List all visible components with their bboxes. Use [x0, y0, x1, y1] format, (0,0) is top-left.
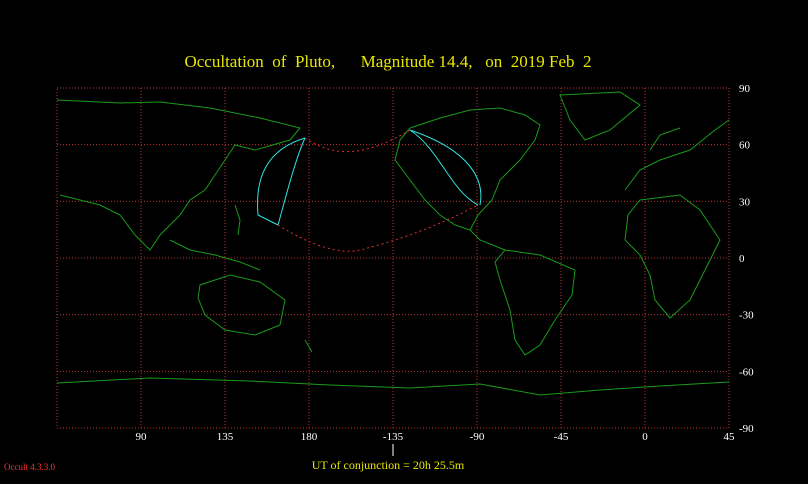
coast-africa: [624, 194, 721, 319]
coast-south-america: [494, 249, 576, 356]
coast-asia-islands: [169, 204, 261, 271]
lat-tick-label: 0: [739, 253, 745, 265]
center-line-north: [304, 129, 411, 153]
map-frame: [56, 87, 730, 429]
path-east: [409, 129, 482, 206]
lat-tick-label: -60: [739, 366, 754, 378]
lat-tick-label: -30: [739, 310, 754, 322]
lon-tick-label: 90: [136, 431, 148, 443]
coastlines: [56, 91, 730, 396]
path-west: [257, 137, 306, 226]
coast-north-america: [394, 107, 541, 251]
lat-tick-label: 60: [739, 140, 751, 152]
lon-tick-label: 180: [301, 431, 318, 443]
title: Occultation of Pluto, Magnitude 14.4, on…: [184, 52, 591, 71]
coast-greenland: [559, 91, 641, 141]
lon-tick-label: -135: [383, 431, 404, 443]
occultation-path: [257, 129, 482, 252]
lat-tick-label: -90: [739, 423, 754, 435]
lon-tick-label: 0: [642, 431, 648, 443]
lon-tick-label: 135: [217, 431, 234, 443]
lat-tick-label: 90: [739, 83, 751, 95]
coast-eurasia: [56, 99, 301, 251]
coast-europe: [624, 119, 730, 191]
lat-tick-label: 30: [739, 196, 751, 208]
lon-tick-label: -90: [470, 431, 485, 443]
coast-antarctica: [56, 377, 730, 396]
version-label: Occult 4.3.3.0: [4, 462, 55, 472]
coast-australia: [197, 274, 313, 353]
conjunction-label: UT of conjunction = 20h 25.5m: [312, 458, 465, 472]
center-line: [277, 204, 479, 252]
lon-tick-label: 45: [724, 431, 736, 443]
lon-tick-label: -45: [554, 431, 569, 443]
